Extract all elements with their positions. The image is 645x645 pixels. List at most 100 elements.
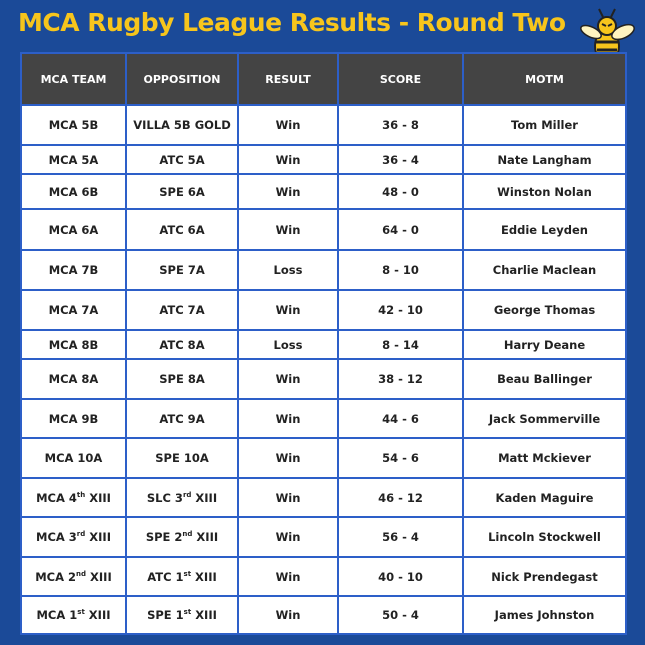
cell-text: SLC 3: [146, 490, 183, 505]
result-row: MCA 6B SPE 6A Win 48 - 0 Winston Nolan: [20, 173, 627, 210]
table-cell: 36 - 8: [337, 104, 464, 146]
page-title: MCA Rugby League Results - Round Two: [18, 8, 566, 37]
cell-text: XIII: [84, 608, 111, 622]
cell-text: XIII: [86, 569, 112, 584]
table-cell: SPE 10A: [125, 437, 239, 479]
table-cell: MCA 6A: [20, 208, 127, 251]
table-cell: 50 - 4: [337, 595, 464, 635]
table-cell: MCA 7A: [20, 289, 127, 331]
table-cell: SPE 8A: [125, 358, 239, 400]
table-cell: Eddie Leyden: [462, 208, 627, 251]
header-row: MCA TEAM OPPOSITION RESULT SCORE MOTM: [20, 52, 627, 106]
table-cell: ATC 5A: [125, 144, 239, 175]
column-header: OPPOSITION: [125, 52, 239, 106]
table-cell: 44 - 6: [337, 398, 464, 439]
table-cell: 46 - 12: [337, 477, 464, 518]
table-cell: SPE 6A: [125, 173, 239, 210]
result-row: MCA 1st XIII SPE 1st XIII Win 50 - 4 James J…: [20, 595, 627, 635]
table-cell: James Johnston: [462, 595, 627, 635]
table-cell: 54 - 6: [337, 437, 464, 479]
table-cell: MCA 7B: [20, 249, 127, 291]
result-row: MCA 7A ATC 7A Win 42 - 10 George Thomas: [20, 289, 627, 331]
ordinal-suffix: st: [183, 569, 192, 578]
table-cell: Win: [237, 516, 339, 558]
table-cell: SPE 7A: [125, 249, 239, 291]
table-cell: Win: [237, 437, 339, 479]
table-cell: 64 - 0: [337, 208, 464, 251]
table-cell: MCA 8B: [20, 329, 127, 360]
cell-text: XIII: [191, 490, 218, 505]
table-cell: Win: [237, 398, 339, 439]
table-cell: Tom Miller: [462, 104, 627, 146]
ordinal-suffix: rd: [76, 530, 86, 538]
table-cell: Loss: [237, 329, 339, 360]
result-row: MCA 8B ATC 8A Loss 8 - 14 Harry Deane: [20, 329, 627, 360]
ordinal-suffix: st: [77, 608, 85, 616]
result-row: MCA 9B ATC 9A Win 44 - 6 Jack Sommerville: [20, 398, 627, 439]
table-cell: Win: [237, 595, 339, 635]
table-cell: MCA 5A: [20, 144, 127, 175]
table-cell: MCA 10A: [20, 437, 127, 479]
result-row: MCA 3rd XIII SPE 2nd XIII Win 56 - 4 Lincoln…: [20, 516, 627, 558]
cell-text: ATC 1: [147, 569, 184, 584]
ordinal-suffix: nd: [76, 569, 87, 578]
table-cell: 42 - 10: [337, 289, 464, 331]
result-row: MCA 10A SPE 10A Win 54 - 6 Matt Mckiever: [20, 437, 627, 479]
table-cell: Nate Langham: [462, 144, 627, 175]
table-cell: Kaden Maguire: [462, 477, 627, 518]
ordinal-suffix: th: [76, 490, 86, 499]
result-row: MCA 2nd XIII ATC 1st XIII Win 40 - 10 Nick P…: [20, 556, 627, 597]
cell-text: MCA 2: [35, 569, 77, 584]
table-cell: Charlie Maclean: [462, 249, 627, 291]
ordinal-suffix: rd: [182, 490, 192, 499]
table-cell: Win: [237, 173, 339, 210]
table-cell: Matt Mckiever: [462, 437, 627, 479]
cell-text: SPE 2: [145, 530, 183, 544]
table-cell: MCA 8A: [20, 358, 127, 400]
table-cell: MCA 9B: [20, 398, 127, 439]
table-cell: George Thomas: [462, 289, 627, 331]
cell-text: MCA 4: [36, 490, 77, 505]
result-row: MCA 5A ATC 5A Win 36 - 4 Nate Langham: [20, 144, 627, 175]
table-cell: SPE 2nd XIII: [125, 516, 239, 558]
ordinal-suffix: st: [183, 608, 192, 616]
column-header: RESULT: [237, 52, 339, 106]
table-cell: 36 - 4: [337, 144, 464, 175]
cell-text: MCA 1: [36, 608, 78, 622]
table-cell: Win: [237, 208, 339, 251]
table-cell: 56 - 4: [337, 516, 464, 558]
result-row: MCA 4th XIII SLC 3rd XIII Win 46 - 12 Kaden …: [20, 477, 627, 518]
cell-text: XIII: [192, 530, 219, 544]
table-cell: 40 - 10: [337, 556, 464, 597]
cell-text: XIII: [85, 490, 111, 505]
result-row: MCA 7B SPE 7A Loss 8 - 10 Charlie Maclean: [20, 249, 627, 291]
column-header: SCORE: [337, 52, 464, 106]
table-cell: 48 - 0: [337, 173, 464, 210]
result-row: MCA 5B VILLA 5B GOLD Win 36 - 8 Tom Miller: [20, 104, 627, 146]
cell-text: XIII: [85, 530, 111, 544]
table-cell: MCA 5B: [20, 104, 127, 146]
table-cell: Beau Ballinger: [462, 358, 627, 400]
result-row: MCA 6A ATC 6A Win 64 - 0 Eddie Leyden: [20, 208, 627, 251]
table-cell: MCA 3rd XIII: [20, 516, 127, 558]
table-cell: MCA 1st XIII: [20, 595, 127, 635]
table-cell: Win: [237, 556, 339, 597]
table-cell: ATC 6A: [125, 208, 239, 251]
table-cell: Win: [237, 104, 339, 146]
table-cell: Nick Prendegast: [462, 556, 627, 597]
table-cell: MCA 2nd XIII: [20, 556, 127, 597]
table-cell: Win: [237, 289, 339, 331]
cell-text: SPE 1: [147, 608, 184, 622]
ordinal-suffix: nd: [182, 530, 193, 538]
column-header: MCA TEAM: [20, 52, 127, 106]
table-cell: Winston Nolan: [462, 173, 627, 210]
results-table: MCA TEAM OPPOSITION RESULT SCORE MOTM MCA 5B…: [20, 52, 627, 635]
table-cell: SPE 1st XIII: [125, 595, 239, 635]
table-cell: VILLA 5B GOLD: [125, 104, 239, 146]
table-cell: Jack Sommerville: [462, 398, 627, 439]
table-cell: ATC 1st XIII: [125, 556, 239, 597]
table-cell: MCA 6B: [20, 173, 127, 210]
table-cell: Loss: [237, 249, 339, 291]
result-row: MCA 8A SPE 8A Win 38 - 12 Beau Ballinger: [20, 358, 627, 400]
